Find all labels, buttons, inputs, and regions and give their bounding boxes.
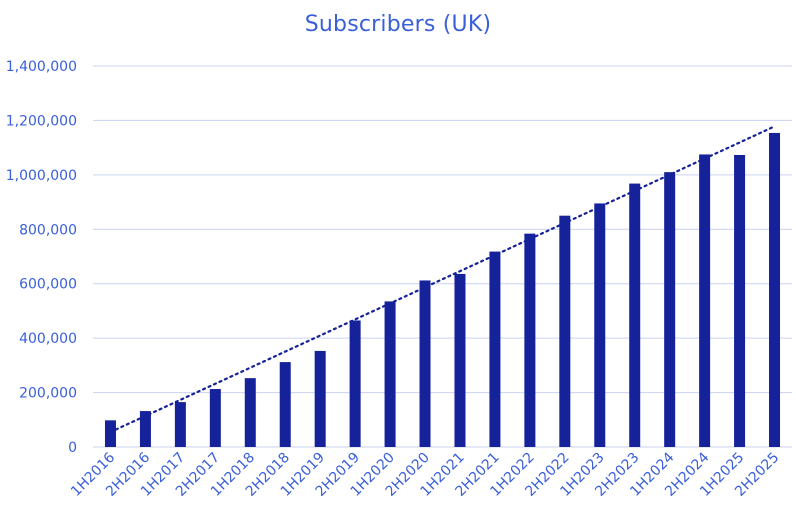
y-tick-label: 400,000 — [19, 331, 77, 347]
bar — [104, 420, 116, 447]
bar — [174, 402, 186, 447]
y-tick-label: 1,200,000 — [6, 113, 77, 129]
bar — [559, 215, 571, 447]
bar — [489, 251, 501, 447]
bar — [524, 233, 536, 447]
y-tick-label: 0 — [68, 440, 77, 456]
bar — [279, 362, 291, 447]
bar — [769, 132, 781, 447]
y-tick-label: 200,000 — [19, 386, 77, 402]
trendline — [109, 125, 776, 434]
bar — [209, 389, 221, 447]
bar — [349, 320, 361, 447]
y-tick-label: 600,000 — [19, 277, 77, 293]
bar — [664, 172, 676, 447]
bar — [734, 154, 746, 447]
y-tick-label: 800,000 — [19, 222, 77, 238]
y-tick-label: 1,400,000 — [6, 59, 77, 75]
y-tick-label: 1,000,000 — [6, 168, 77, 184]
bar — [629, 183, 641, 447]
bar — [384, 301, 396, 447]
bar — [699, 154, 711, 448]
bar — [419, 280, 431, 447]
bar — [594, 203, 606, 447]
bar — [314, 350, 326, 447]
bar — [244, 378, 256, 447]
bar — [454, 273, 466, 447]
chart-title: Subscribers (UK) — [304, 12, 492, 37]
bar — [139, 411, 151, 447]
